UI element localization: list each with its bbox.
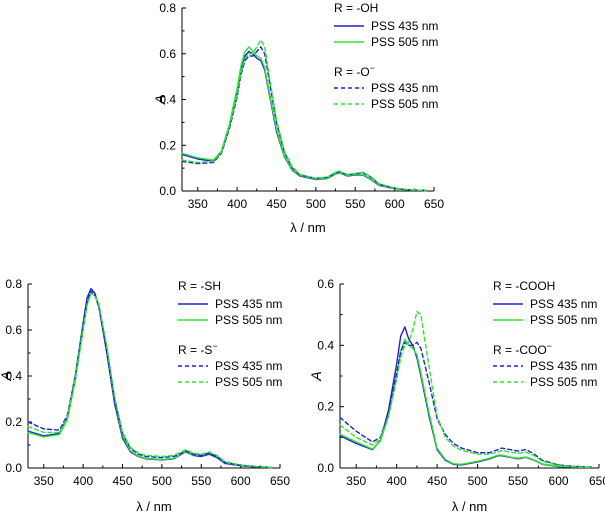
legend-entry-label: PSS 505 nm xyxy=(530,375,597,389)
legend: R = -OH PSS 435 nm PSS 505 nm PSS 435 nm PSS… xyxy=(334,1,438,111)
legend-entry-label: PSS 435 nm xyxy=(215,359,282,373)
legend-entry-label: PSS 505 nm xyxy=(530,313,597,327)
x-tick-label: 450 xyxy=(427,474,447,488)
legend-group-title: R = -SH xyxy=(178,279,221,293)
series-line-3 xyxy=(181,46,427,192)
y-axis-title: A xyxy=(0,371,14,381)
series-line-1 xyxy=(181,50,427,192)
x-tick-label: 500 xyxy=(152,474,172,488)
y-tick-label: 0.6 xyxy=(317,277,334,291)
y-tick-label: 0.0 xyxy=(5,461,22,475)
x-tick-label: 500 xyxy=(306,197,326,211)
series-line-4 xyxy=(27,292,273,469)
chart-panel-3: 350 400 450 500 550 600 650 0.0 0.2 0.4 0.6 λ / nm A… xyxy=(308,277,605,514)
y-tick-label: 0.0 xyxy=(317,461,334,475)
legend-group-title: R = -COO− xyxy=(493,341,552,357)
series-line-3 xyxy=(27,290,273,469)
y-tick-label: 0.4 xyxy=(5,369,22,383)
y-tick-label: 0.8 xyxy=(5,277,22,291)
legend-entry-label: PSS 505 nm xyxy=(371,97,438,111)
x-tick-label: 600 xyxy=(385,197,405,211)
x-tick-label: 550 xyxy=(191,474,211,488)
legend-group-title: R = -OH xyxy=(334,1,378,15)
y-tick-label: 0.2 xyxy=(317,400,334,414)
legend-superscript: − xyxy=(547,341,552,351)
x-tick-label: 450 xyxy=(266,197,286,211)
x-tick-label: 550 xyxy=(508,474,528,488)
series-line-4 xyxy=(181,39,427,192)
y-tick-label: 0.0 xyxy=(159,184,176,198)
x-tick-label: 600 xyxy=(549,474,569,488)
y-tick-label: 0.8 xyxy=(159,1,176,15)
legend-entry-label: PSS 505 nm xyxy=(215,375,282,389)
series-line-2 xyxy=(181,46,427,192)
x-tick-label: 400 xyxy=(387,474,407,488)
x-tick-label: 350 xyxy=(34,474,54,488)
y-tick-label: 0.4 xyxy=(317,338,334,352)
x-tick-label: 600 xyxy=(231,474,251,488)
x-tick-label: 650 xyxy=(270,474,290,488)
legend-entry-label: PSS 505 nm xyxy=(215,313,282,327)
legend-group-title: R = -S− xyxy=(178,341,218,357)
y-tick-label: 0.2 xyxy=(5,415,22,429)
series-line-3 xyxy=(339,341,592,468)
y-tick-label: 0.6 xyxy=(159,47,176,61)
legend: R = -SH PSS 435 nm PSS 505 nm PSS 435 nm PSS… xyxy=(178,279,282,389)
x-tick-label: 450 xyxy=(112,474,132,488)
legend-entry-label: PSS 435 nm xyxy=(530,297,597,311)
legend-superscript: − xyxy=(212,341,217,351)
x-axis-title: λ / nm xyxy=(136,499,171,514)
x-tick-label: 650 xyxy=(589,474,605,488)
x-tick-label: 400 xyxy=(227,197,247,211)
y-tick-label: 0.6 xyxy=(5,323,22,337)
legend-group-title: R = -O− xyxy=(334,63,375,79)
chart-panel-1: 350 400 450 500 550 600 650 0.0 0.2 0.4 0.6 0.8 λ / … xyxy=(152,1,444,235)
legend-entry-label: PSS 435 nm xyxy=(215,297,282,311)
x-axis-title: λ / nm xyxy=(452,499,487,514)
legend-group-title: R = -COOH xyxy=(493,279,555,293)
series-line-4 xyxy=(339,310,592,469)
x-tick-label: 400 xyxy=(73,474,93,488)
chart-panel-2: 350 400 450 500 550 600 650 0.0 0.2 0.4 0.6 0.8 λ / … xyxy=(0,277,290,514)
series-line-1 xyxy=(339,326,592,469)
legend-superscript: − xyxy=(370,63,375,73)
y-tick-label: 0.4 xyxy=(159,93,176,107)
x-tick-label: 500 xyxy=(468,474,488,488)
y-axis-title: A xyxy=(152,95,168,105)
legend-entry-label: PSS 435 nm xyxy=(371,19,438,33)
x-tick-label: 350 xyxy=(346,474,366,488)
x-tick-label: 350 xyxy=(188,197,208,211)
legend-entry-label: PSS 505 nm xyxy=(371,35,438,49)
y-tick-label: 0.2 xyxy=(159,138,176,152)
legend-entry-label: PSS 435 nm xyxy=(530,359,597,373)
legend: R = -COOH PSS 435 nm PSS 505 nm PSS 435 nm P… xyxy=(493,279,597,389)
legend-entry-label: PSS 435 nm xyxy=(371,81,438,95)
x-tick-label: 650 xyxy=(424,197,444,211)
y-axis-title: A xyxy=(308,371,324,381)
x-tick-label: 550 xyxy=(345,197,365,211)
x-axis-title: λ / nm xyxy=(290,220,325,235)
